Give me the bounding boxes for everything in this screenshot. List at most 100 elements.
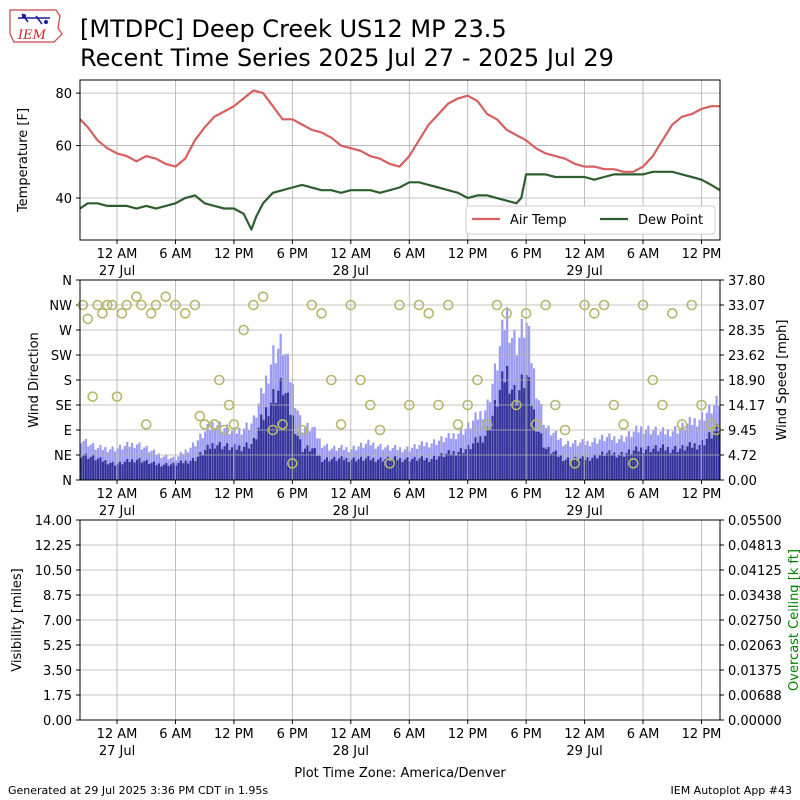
wind-speed-bar [559,455,562,480]
wind-direction-point [355,374,366,386]
wind-direction-point [145,308,157,319]
wind-speed-bar [532,409,536,480]
wind-direction-point [160,291,172,302]
wind-speed-bar [471,443,475,480]
wind-speed-bar [138,458,141,480]
wind-direction-point [452,419,464,430]
x-tick-label: 12 AM [97,727,138,742]
wind-speed-bar [603,456,606,480]
wind-speed-bar [286,392,290,480]
wind-speed-bar [535,431,538,480]
wind-speed-bar [389,460,392,480]
x-date-label: 28 Jul [333,504,369,519]
wind-speed-bar [666,446,669,480]
temperature-plot-frame [79,79,721,241]
ceiling-tick-label: 0.00688 [728,689,782,704]
wind-direction-point [647,374,659,386]
wind-speed-bar [162,464,165,480]
dew-point-line [79,170,721,231]
wind-speed-bar [542,447,545,480]
x-tick-label: 12 PM [214,247,254,262]
wind-speed-bar [669,453,672,480]
x-tick-label: 12 PM [682,487,722,502]
x-tick-label: 12 PM [682,247,722,262]
wind-direction-point [364,399,376,411]
x-tick-label: 6 PM [277,247,308,262]
wind-speed-bar [396,460,399,480]
wind-speed-bar [92,455,95,480]
wind-speed-bar [525,375,528,480]
x-tick-label: 12 AM [330,247,371,262]
wind-speed-bar [274,402,277,480]
wind-speed-bar [152,461,156,480]
wind-speed-bar [201,455,204,480]
visibility-tick-label: 1.75 [43,689,72,704]
wind-speed-bar [464,449,467,480]
wind-speed-bar [654,445,657,480]
wind-direction-point [520,308,532,319]
wind-speed-bar [384,459,387,480]
wind-speed-bar [710,438,713,480]
wind-speed-bar [474,437,477,480]
wind-speed-bar [618,454,621,480]
wind-speed-bar [403,459,406,480]
wind-speed-bar [540,433,543,480]
wind-speed-bar [432,455,436,480]
wind-speed-bar [640,447,643,480]
wind-speed-bar [674,446,677,480]
direction-tick-label: SW [51,349,72,364]
x-tick-label: 12 AM [97,487,138,502]
wind-speed-bar [106,464,109,480]
wind-speed-bar [467,444,470,480]
ceiling-tick-label: 0.03438 [728,589,782,604]
wind-speed-bar [394,456,397,480]
wind-speed-bar [340,456,343,480]
wind-speed-bar [306,445,309,480]
wind-speed-bar [671,449,674,480]
wind-speed-bar [282,395,285,480]
wind-direction-point [696,399,707,411]
wind-speed-bar [705,438,708,480]
wind-direction-point [481,419,493,430]
wind-speed-bar [145,459,148,480]
wind-speed-bar [547,446,550,480]
wind-speed-bar [676,452,679,480]
wind-speed-bar [104,460,107,480]
wind-speed-bar [328,461,331,480]
wind-speed-bar [240,451,243,480]
x-tick-label: 6 AM [627,487,660,502]
wind-speed-bar [277,390,280,480]
wind-speed-bar [413,456,416,480]
wind-speed-bar [530,405,533,480]
wind-direction-point [530,419,542,430]
wind-speed-bar [425,457,428,480]
wind-direction-point [462,399,474,411]
wind-direction-point [628,458,639,469]
visibility-tick-label: 10.50 [35,564,72,579]
wind-speed-bar [601,451,604,480]
wind-speed-bar [247,448,251,480]
wind-speed-bar [415,460,419,480]
wind-speed-bar [96,458,100,480]
wind-speed-bar [437,456,441,480]
wind-direction-point [608,399,620,411]
wind-speed-bar [708,432,711,480]
iem-logo: IEM [6,4,64,48]
visibility-axis-label: Visibility [miles] [10,568,25,671]
wind-speed-bar [199,452,202,480]
wind-speed-bar [406,457,409,480]
wind-speed-bar [391,458,394,480]
wind-speed-bar [208,448,212,480]
wind-direction-point [637,299,649,311]
wind-direction-point [579,299,590,311]
wind-speed-bar [457,451,460,480]
wind-speed-bar [316,455,319,480]
wind-speed-bar [255,439,258,480]
visibility-tick-label: 14.00 [35,514,72,529]
wind-speed-bar [615,457,618,480]
wind-speed-bar [216,445,219,480]
app-footnote: IEM Autoplot App #43 [670,784,793,797]
wind-speed-bar [111,461,114,480]
x-date-label: 28 Jul [333,744,369,759]
visibility-tick-label: 12.25 [35,539,72,554]
